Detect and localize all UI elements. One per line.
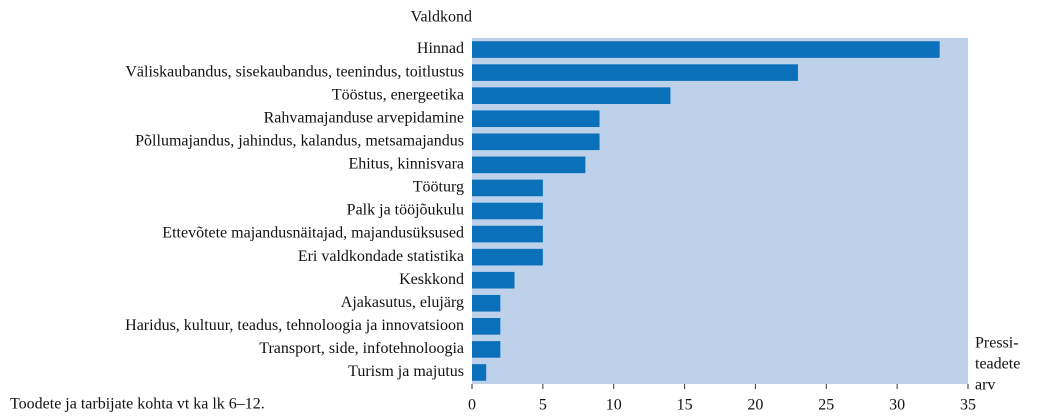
- y-axis-title: Valdkond: [411, 9, 472, 26]
- x-tick-label: 35: [960, 397, 976, 414]
- x-tick-label: 25: [818, 397, 834, 414]
- bar: [472, 110, 600, 128]
- note: Toodete ja tarbijate kohta vt ka lk 6–12…: [10, 396, 265, 413]
- y-tick-label: Hinnad: [417, 40, 464, 57]
- y-tick-label: Keskkond: [399, 271, 464, 288]
- y-tick-label: Rahvamajanduse arvepidamine: [264, 109, 464, 126]
- y-tick-label: Transport, side, infotehnoloogia: [259, 340, 464, 357]
- y-tick-label: Haridus, kultuur, teadus, tehnoloogia ja…: [125, 317, 464, 334]
- x-tick-label: 10: [606, 397, 622, 414]
- y-tick-label: Põllumajandus, jahindus, kalandus, metsa…: [135, 132, 464, 149]
- bar: [472, 364, 487, 381]
- bar: [472, 179, 543, 197]
- x-tick-label: 0: [468, 397, 476, 414]
- y-tick-label: Eri valdkondade statistika: [298, 248, 464, 265]
- x-tick-label: 30: [889, 397, 905, 414]
- bar: [472, 87, 671, 104]
- y-tick-label: Väliskaubandus, sisekaubandus, teenindus…: [125, 63, 464, 80]
- bar: [472, 64, 798, 81]
- bar: [472, 225, 543, 243]
- y-tick-label: Ajakasutus, elujärg: [341, 294, 464, 311]
- bar: [472, 156, 586, 174]
- x-axis-title: teadete: [975, 356, 1020, 373]
- y-tick-label: Ettevõtete majandusnäitajad, majandusüks…: [162, 225, 464, 242]
- y-tick-label: Tööturg: [413, 179, 464, 196]
- bar: [472, 294, 501, 312]
- y-tick-label: Turism ja majutus: [348, 363, 464, 380]
- bar: [472, 202, 543, 220]
- y-tick-label: Ehitus, kinnisvara: [348, 156, 464, 173]
- x-tick-label: 20: [747, 397, 763, 414]
- x-tick-label: 5: [539, 397, 547, 414]
- bar: [472, 248, 543, 266]
- y-tick-label: Palk ja tööjõukulu: [347, 202, 464, 219]
- bar: [472, 41, 940, 58]
- bar: [472, 341, 501, 358]
- x-axis-title: arv: [975, 377, 995, 394]
- y-tick-label: Tööstus, energeetika: [332, 86, 464, 103]
- x-axis-title: Pressi-: [975, 335, 1019, 352]
- bar: [472, 271, 515, 289]
- x-tick-label: 15: [677, 397, 693, 414]
- bar: [472, 318, 501, 335]
- bar: [472, 133, 600, 151]
